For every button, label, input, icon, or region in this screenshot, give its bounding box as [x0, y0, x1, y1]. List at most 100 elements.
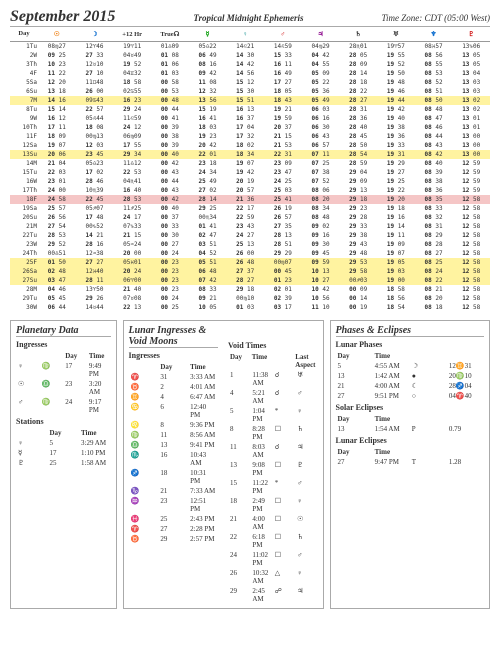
eph-cell: 13 01: [452, 123, 490, 132]
eph-row: 28M04 4613♈5021 4000 2308 3329 1802 0110…: [10, 285, 490, 294]
eph-cell: 20 06: [38, 150, 76, 159]
eph-cell: 00♐03: [339, 276, 377, 285]
day-cell: 21M: [10, 222, 38, 231]
eph-cell: 00 23: [151, 267, 189, 276]
eph-row: 19Sa25 5705♐0711♐2500 4029 2522 1726 190…: [10, 204, 490, 213]
eph-cell: 18 08: [76, 123, 114, 132]
eph-cell: 15 51: [226, 96, 264, 105]
table-cell: ♀: [16, 361, 40, 379]
lunar-ingresses-panel: Lunar Ingresses & Void Moons Ingresses D…: [123, 320, 324, 609]
day-cell: 4F: [10, 69, 38, 78]
table-row: 139:08 PM☐♇: [228, 460, 318, 478]
table-cell: 18: [228, 496, 250, 514]
eph-cell: 00 24: [151, 249, 189, 258]
day-cell: 13Su: [10, 150, 38, 159]
table-cell: 1.28: [447, 457, 484, 467]
eph-cell: 05♌44: [76, 114, 114, 123]
panel-title: Lunar Ingresses & Void Moons: [129, 325, 219, 348]
eph-cell: 19 48: [377, 78, 415, 87]
table-row: 1511:22 PM*♂: [228, 478, 318, 496]
eph-cell: 00 25: [151, 303, 189, 312]
eph-cell: 12 58: [452, 267, 490, 276]
eph-cell: 08 48: [302, 213, 340, 222]
eph-cell: 08 24: [415, 267, 453, 276]
eph-cell: 27 33: [76, 51, 114, 60]
table-cell: T: [410, 457, 447, 467]
eph-cell: 07♉08: [113, 294, 151, 303]
table-row: 279:47 PMT1.28: [336, 457, 485, 467]
planetary-data-panel: Planetary Data Ingresses DayTime♀♍179:49…: [10, 320, 117, 609]
eph-cell: 12 58: [452, 204, 490, 213]
eph-cell: 08 55: [415, 60, 453, 69]
planet-header: ☽: [76, 29, 114, 41]
eph-cell: 28 05: [339, 51, 377, 60]
header: September 2015 Tropical Midnight Ephemer…: [10, 8, 490, 27]
planet-header: +12 Hr: [113, 29, 151, 41]
eph-cell: 28 40: [339, 123, 377, 132]
eph-cell: 11♌59: [113, 114, 151, 123]
table-cell: ☍: [273, 586, 295, 604]
table-cell: 27: [158, 524, 188, 534]
eph-cell: 00♍13: [76, 132, 114, 141]
table-cell: ♅: [295, 370, 317, 388]
eph-cell: 22 45: [76, 195, 114, 204]
eph-cell: 19♈57: [377, 42, 415, 51]
eph-cell: 07 52: [302, 177, 340, 186]
planet-header: ♄: [339, 29, 377, 41]
eph-cell: 17 11: [38, 123, 76, 132]
eph-cell: 14 42: [226, 60, 264, 69]
eph-cell: 08 27: [415, 249, 453, 258]
table-cell: ♇: [16, 458, 48, 468]
eph-cell: 28 36: [339, 114, 377, 123]
eph-cell: 09 30: [302, 240, 340, 249]
table-cell: 16: [158, 450, 188, 468]
table-cell: 15: [228, 478, 250, 496]
table-cell: 5: [228, 406, 250, 424]
eph-cell: 29 33: [339, 222, 377, 231]
voids-title: Void Times: [228, 341, 318, 350]
eph-cell: 20 57: [226, 186, 264, 195]
table-cell: 2: [158, 382, 188, 392]
eph-cell: 18 56: [377, 294, 415, 303]
table-cell: 12:40 PM: [188, 402, 218, 420]
eph-cell: 02 47: [189, 231, 227, 240]
eph-cell: 08 40: [415, 159, 453, 168]
table-row: 279:51 PM○04♈40: [336, 391, 485, 401]
eph-cell: 10 05: [189, 303, 227, 312]
eph-cell: 21 40: [113, 285, 151, 294]
day-cell: 26Sa: [10, 267, 38, 276]
table-cell: ♓: [129, 514, 159, 524]
eph-cell: 00 42: [151, 159, 189, 168]
col-header: Day: [336, 414, 373, 424]
eph-cell: 24 58: [38, 195, 76, 204]
eph-cell: 26 19: [264, 204, 302, 213]
timezone: Time Zone: CDT (05:00 West): [381, 13, 490, 23]
table-cell: 9:41 PM: [188, 440, 218, 450]
day-header: Day: [10, 29, 38, 41]
eph-row: 9W16 1205♌4411♌5900 4116 4116 3719 5906 …: [10, 114, 490, 123]
eph-cell: 21 15: [264, 132, 302, 141]
table-cell: 2:28 PM: [188, 524, 218, 534]
table-row: 131:42 AM●20♍10: [336, 371, 485, 381]
table-cell: 28♐04: [447, 381, 484, 391]
eph-cell: 19 33: [377, 141, 415, 150]
eph-cell: 10♏39: [76, 186, 114, 195]
eph-cell: 06 48: [189, 267, 227, 276]
eph-cell: 28 54: [339, 150, 377, 159]
eph-cell: 00 14: [339, 294, 377, 303]
table-cell: 5: [48, 438, 80, 448]
table-cell: 5: [336, 361, 373, 371]
table-cell: ☾: [410, 381, 447, 391]
table-cell: 25: [48, 458, 80, 468]
eph-cell: 13 00: [452, 132, 490, 141]
eph-row: 3Th10 2312♉1019 5201 0608 1614 4216 1104…: [10, 60, 490, 69]
eph-cell: 13 05: [452, 51, 490, 60]
eph-cell: 27 35: [264, 222, 302, 231]
eph-cell: 19 31: [377, 150, 415, 159]
eph-cell: 19 11: [377, 231, 415, 240]
day-cell: 3Th: [10, 60, 38, 69]
eph-cell: 00 30: [151, 231, 189, 240]
table-cell: 13: [336, 371, 373, 381]
col-header: [447, 351, 484, 361]
table-row: ♏1610:43 AM: [129, 450, 219, 468]
